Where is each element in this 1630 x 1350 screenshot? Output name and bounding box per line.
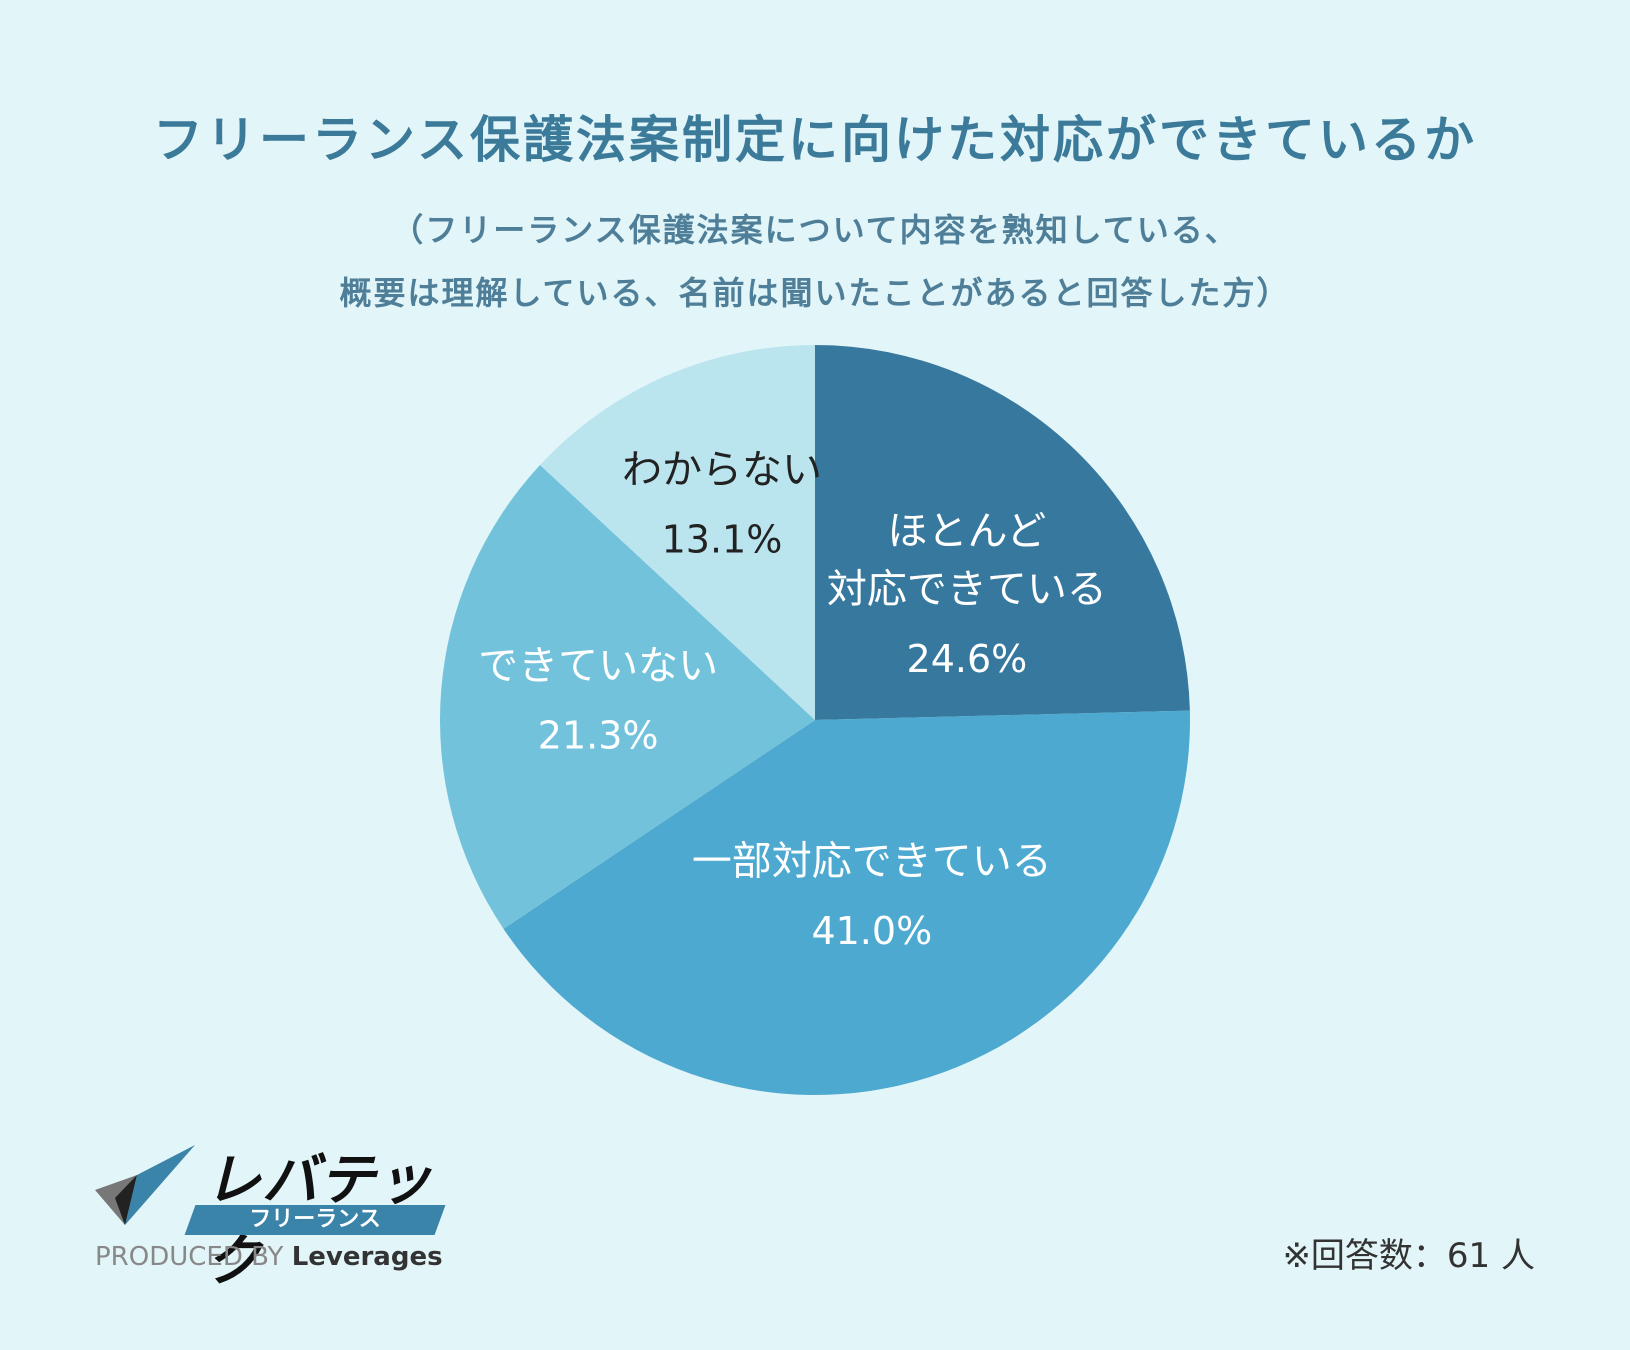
pie-slice-3-label-line-0: わからない [622, 447, 822, 493]
checkmark-logo-icon [95, 1145, 195, 1225]
logo-produced-label: PRODUCED BY [95, 1242, 284, 1272]
logo-brand-name: レバテック [205, 1148, 433, 1294]
chart-title: フリーランス保護法案制定に向けた対応ができているか [153, 111, 1477, 169]
chart-subtitle-line-2: 概要は理解している、名前は聞いたことがあると回答した方） [339, 274, 1291, 312]
pie-slice-3-value-label: 13.1% [662, 517, 783, 561]
pie-slice-0 [815, 345, 1190, 720]
logo-subtitle: フリーランス [249, 1207, 381, 1232]
brand-logo: レバテック フリーランス PRODUCED BY Leverages [95, 1135, 455, 1294]
pie-slice-1 [503, 710, 1190, 1095]
logo-produced-by: PRODUCED BY Leverages [95, 1242, 443, 1272]
logo-company-name: Leverages [291, 1242, 443, 1272]
pie-slice-0-label-line-1: 対応できている [827, 567, 1107, 613]
chart-subtitle-line-1: （フリーランス保護法案について内容を熟知している、 [391, 211, 1239, 249]
pie-slice-3 [540, 345, 815, 720]
pie-slice-1-label-line-0: 一部対応できている [692, 839, 1052, 885]
pie-slice-2-label-line-0: できていない [478, 643, 718, 689]
pie-slice-2-value-label: 21.3% [538, 713, 659, 757]
pie-slice-1-value-label: 41.0% [811, 909, 932, 953]
pie-slice-0-label-line-0: ほとんど [887, 509, 1046, 555]
pie-slice-2 [440, 465, 815, 929]
pie-slice-0-value-label: 24.6% [907, 637, 1028, 681]
respondent-count-note: ※回答数：61 人 [1282, 1236, 1535, 1276]
